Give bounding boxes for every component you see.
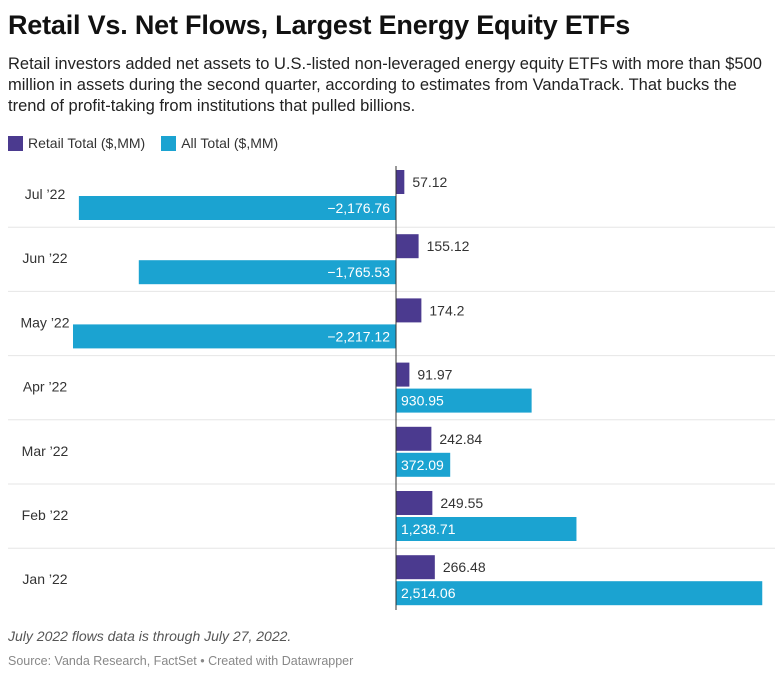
- bar-all: [396, 581, 763, 606]
- category-label: Feb ’22: [22, 507, 69, 523]
- value-label-retail: 174.2: [429, 302, 464, 318]
- bar-chart: Jul ’22 57.12 −2,176.76 Jun ’22 155.12 −1,765…: [8, 166, 775, 610]
- bar-all: [396, 388, 532, 413]
- category-label: Jun ’22: [22, 250, 67, 266]
- bar-retail: [396, 170, 405, 194]
- bar-retail: [396, 555, 435, 580]
- value-label-all: 930.95: [401, 393, 444, 409]
- value-label-all: 2,514.06: [401, 585, 456, 601]
- bar-retail: [396, 362, 410, 387]
- legend-swatch-retail: [8, 135, 23, 151]
- bar-all: [73, 324, 396, 349]
- chart-subtitle: Retail investors added net assets to U.S…: [8, 55, 762, 115]
- legend-swatch-all: [161, 135, 177, 151]
- chart-title: Retail Vs. Net Flows, Largest Energy Equ…: [8, 10, 631, 40]
- bar-retail: [396, 426, 432, 451]
- value-label-all: −1,765.53: [327, 264, 390, 280]
- legend-item-retail: Retail Total ($,MM): [8, 135, 145, 151]
- category-label: Apr ’22: [23, 379, 68, 395]
- value-label-retail: 91.97: [417, 367, 452, 383]
- legend-label-all: All Total ($,MM): [181, 135, 279, 151]
- legend-item-all: All Total ($,MM): [161, 135, 278, 151]
- category-label: Jul ’22: [25, 186, 66, 202]
- bar-retail: [396, 234, 419, 259]
- value-label-all: −2,176.76: [327, 200, 390, 216]
- bar-all: [396, 517, 577, 541]
- value-label-all: 1,238.71: [401, 521, 456, 537]
- bar-all: [138, 260, 396, 285]
- category-label: Mar ’22: [22, 443, 69, 459]
- legend-label-retail: Retail Total ($,MM): [28, 135, 146, 151]
- bar-all: [396, 452, 451, 477]
- value-label-retail: 242.84: [439, 431, 482, 447]
- legend: Retail Total ($,MM) All Total ($,MM): [8, 133, 294, 153]
- value-label-retail: 266.48: [443, 559, 486, 575]
- category-label: May ’22: [20, 314, 69, 330]
- value-label-all: −2,217.12: [327, 328, 390, 344]
- value-label-retail: 57.12: [412, 174, 447, 190]
- chart-notes: July 2022 flows data is through July 27,…: [8, 628, 292, 644]
- category-label: Jan ’22: [22, 571, 67, 587]
- value-label-retail: 249.55: [440, 495, 483, 511]
- chart-source: Source: Vanda Research, FactSet • Create…: [8, 654, 354, 668]
- bar-all: [78, 196, 397, 220]
- bar-retail: [396, 298, 422, 323]
- value-label-all: 372.09: [401, 457, 444, 473]
- value-label-retail: 155.12: [427, 238, 470, 254]
- bar-retail: [396, 491, 433, 515]
